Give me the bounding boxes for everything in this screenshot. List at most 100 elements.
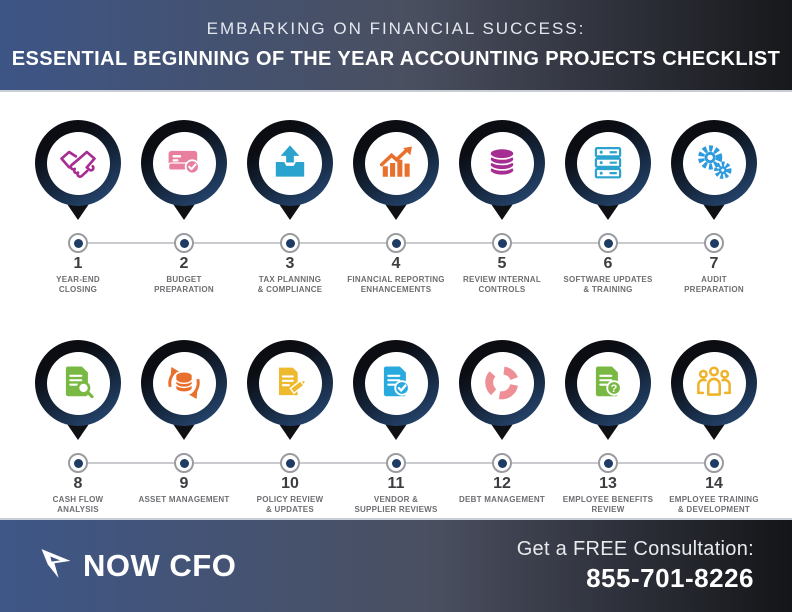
item-label: EMPLOYEE BENEFITS REVIEW <box>562 495 654 515</box>
item-number: 12 <box>493 475 511 492</box>
item-label: EMPLOYEE TRAINING & DEVELOPMENT <box>669 495 759 515</box>
item-number: 13 <box>599 475 617 492</box>
document-question-icon: ? <box>586 361 630 405</box>
item-number: 3 <box>285 255 295 272</box>
donut-chart-icon <box>480 361 524 405</box>
pin-face <box>46 351 110 415</box>
pin-marker <box>353 120 439 220</box>
timeline-cells: 1 YEAR-END CLOSING 2 BUDGET PREPARATION <box>25 94 792 296</box>
document-search-icon <box>56 361 100 405</box>
growth-chart-icon <box>374 141 418 185</box>
pin-face: ? <box>576 351 640 415</box>
timeline-node <box>174 233 194 253</box>
checklist-item-6: 6 SOFTWARE UPDATES & TRAINING <box>555 94 661 296</box>
item-number: 5 <box>497 255 507 272</box>
checklist-item-13: ? 13 EMPLOYEE BENEFITS REVIEW <box>555 314 661 516</box>
timeline-node <box>280 233 300 253</box>
brand-logo: NOW CFO <box>38 547 236 585</box>
pin-ring <box>247 340 333 426</box>
checklist-item-5: 5 REVIEW INTERNAL CONTROLS <box>449 94 555 296</box>
checklist-item-8: 8 CASH FLOW ANALYSIS <box>25 314 131 516</box>
pin-ring <box>671 340 757 426</box>
pin-marker <box>35 340 121 440</box>
pin-marker <box>141 340 227 440</box>
item-label: VENDOR & SUPPLIER REVIEWS <box>354 495 438 515</box>
checklist-item-3: 3 TAX PLANNING & COMPLIANCE <box>237 94 343 296</box>
timeline-node <box>174 453 194 473</box>
pin-face <box>364 131 428 195</box>
pin-face <box>152 131 216 195</box>
item-number: 8 <box>73 475 83 492</box>
timeline-row-2: 8 CASH FLOW ANALYSIS 9 ASSET MANAGEMENT <box>0 314 792 516</box>
item-label: ASSET MANAGEMENT <box>138 495 230 504</box>
item-number: 9 <box>179 475 189 492</box>
timeline-node <box>492 233 512 253</box>
checklist-item-9: 9 ASSET MANAGEMENT <box>131 314 237 516</box>
notepad-pencil-icon <box>268 361 312 405</box>
pin-ring <box>141 120 227 206</box>
pin-marker <box>459 340 545 440</box>
pin-marker <box>671 340 757 440</box>
timeline-node <box>492 453 512 473</box>
pin-marker <box>35 120 121 220</box>
item-label: CASH FLOW ANALYSIS <box>52 495 104 515</box>
timeline-cells: 8 CASH FLOW ANALYSIS 9 ASSET MANAGEMENT <box>25 314 792 516</box>
timeline-node <box>704 233 724 253</box>
timeline-node <box>386 453 406 473</box>
checklist-item-2: 2 BUDGET PREPARATION <box>131 94 237 296</box>
pin-face <box>364 351 428 415</box>
item-number: 10 <box>281 475 299 492</box>
header-banner: EMBARKING ON FINANCIAL SUCCESS: ESSENTIA… <box>0 0 792 92</box>
item-label: TAX PLANNING & COMPLIANCE <box>257 275 323 295</box>
pin-face <box>46 131 110 195</box>
item-number: 1 <box>73 255 83 272</box>
cta-text: Get a FREE Consultation: <box>516 538 754 560</box>
checklist-item-14: 14 EMPLOYEE TRAINING & DEVELOPMENT <box>661 314 767 516</box>
item-number: 11 <box>387 475 405 492</box>
pin-marker <box>141 120 227 220</box>
item-label: POLICY REVIEW & UPDATES <box>256 495 324 515</box>
checklist-item-4: 4 FINANCIAL REPORTING ENHANCEMENTS <box>343 94 449 296</box>
item-label: AUDIT PREPARATION <box>684 275 744 295</box>
nowcfo-arrow-logo-icon <box>38 547 74 585</box>
checklist-item-12: 12 DEBT MANAGEMENT <box>449 314 555 516</box>
item-label: BUDGET PREPARATION <box>154 275 214 295</box>
server-stack-icon <box>586 141 630 185</box>
item-label: FINANCIAL REPORTING ENHANCEMENTS <box>347 275 445 295</box>
pin-marker <box>671 120 757 220</box>
svg-text:?: ? <box>611 383 618 395</box>
gears-icon <box>692 141 736 185</box>
checklist-timeline: 1 YEAR-END CLOSING 2 BUDGET PREPARATION <box>0 94 792 516</box>
pin-marker <box>565 120 651 220</box>
item-number: 2 <box>179 255 189 272</box>
pin-face <box>258 351 322 415</box>
pin-face <box>258 131 322 195</box>
credit-card-check-icon <box>162 141 206 185</box>
pin-face <box>682 351 746 415</box>
timeline-node <box>68 453 88 473</box>
handshake-icon <box>56 141 100 185</box>
brand-name: NOW CFO <box>83 548 237 583</box>
item-number: 6 <box>603 255 613 272</box>
pin-marker <box>247 340 333 440</box>
timeline-node <box>598 233 618 253</box>
item-number: 7 <box>709 255 719 272</box>
database-sync-icon <box>162 361 206 405</box>
checklist-item-7: 7 AUDIT PREPARATION <box>661 94 767 296</box>
item-label: REVIEW INTERNAL CONTROLS <box>463 275 541 295</box>
pin-ring <box>565 120 651 206</box>
pin-face <box>576 131 640 195</box>
timeline-node <box>386 233 406 253</box>
document-check-icon <box>374 361 418 405</box>
item-label: YEAR-END CLOSING <box>56 275 100 295</box>
header-subtitle: EMBARKING ON FINANCIAL SUCCESS: <box>206 19 586 38</box>
item-label: SOFTWARE UPDATES & TRAINING <box>563 275 653 295</box>
pin-ring: ? <box>565 340 651 426</box>
checklist-item-11: 11 VENDOR & SUPPLIER REVIEWS <box>343 314 449 516</box>
pin-ring <box>141 340 227 426</box>
tax-upload-icon <box>268 141 312 185</box>
coins-stack-icon <box>480 141 524 185</box>
pin-ring <box>459 340 545 426</box>
pin-face <box>470 131 534 195</box>
timeline-row-1: 1 YEAR-END CLOSING 2 BUDGET PREPARATION <box>0 94 792 296</box>
